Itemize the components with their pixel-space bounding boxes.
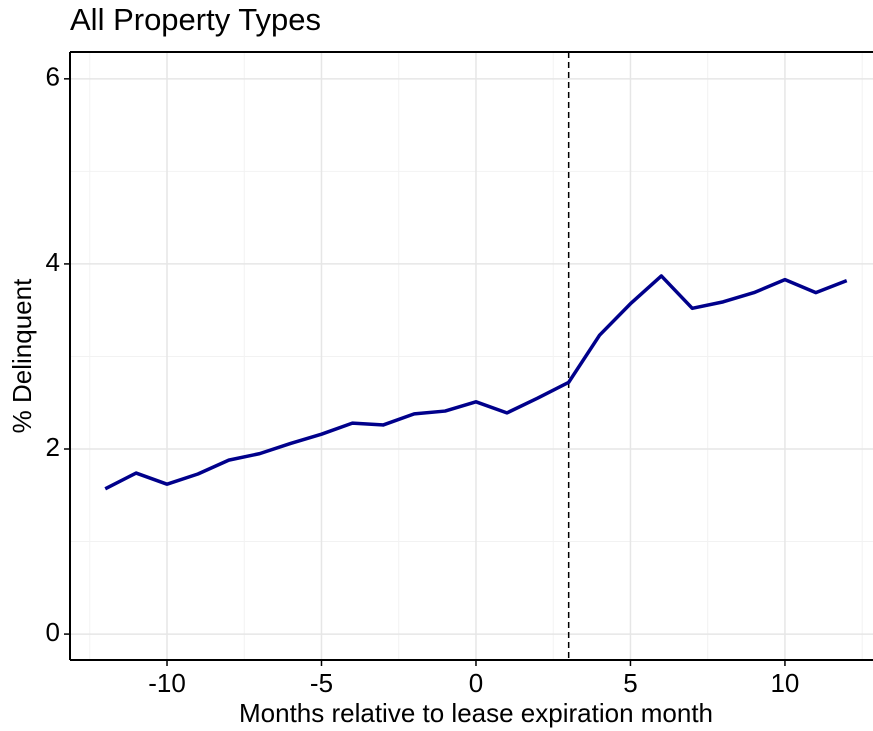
y-tick-label: 4	[46, 247, 60, 277]
y-tick-label: 0	[46, 617, 60, 647]
x-tick-label: -10	[148, 668, 186, 698]
x-tick-label: -5	[310, 668, 333, 698]
data-line	[104, 274, 848, 491]
x-tick-label: 0	[469, 668, 483, 698]
x-tick-label: 10	[770, 668, 799, 698]
x-tick-label: 5	[623, 668, 637, 698]
y-tick-label: 6	[46, 62, 60, 92]
y-tick-label: 2	[46, 432, 60, 462]
chart-title: All Property Types	[70, 2, 321, 37]
y-axis-title: % Delinquent	[7, 278, 37, 433]
x-axis-title: Months relative to lease expiration mont…	[239, 698, 713, 728]
